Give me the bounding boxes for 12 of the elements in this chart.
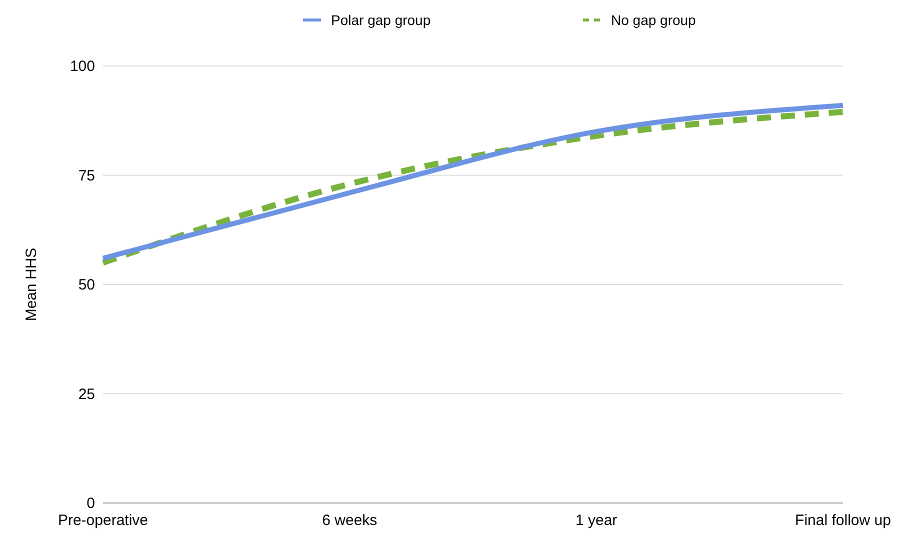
x-tick-label: Final follow up <box>795 512 891 529</box>
y-tick-label: 25 <box>78 386 95 403</box>
x-tick-label: 6 weeks <box>322 512 378 529</box>
x-tick-label: Pre-operative <box>58 512 148 529</box>
y-tick-label: 0 <box>86 495 95 512</box>
y-tick-label: 100 <box>70 58 95 75</box>
y-tick-label: 75 <box>78 167 95 184</box>
legend-label: Polar gap group <box>331 12 431 28</box>
y-axis-title: Mean HHS <box>23 248 40 322</box>
legend-label: No gap group <box>611 12 696 28</box>
y-tick-label: 50 <box>78 276 95 294</box>
x-tick-label: 1 year <box>575 512 618 529</box>
